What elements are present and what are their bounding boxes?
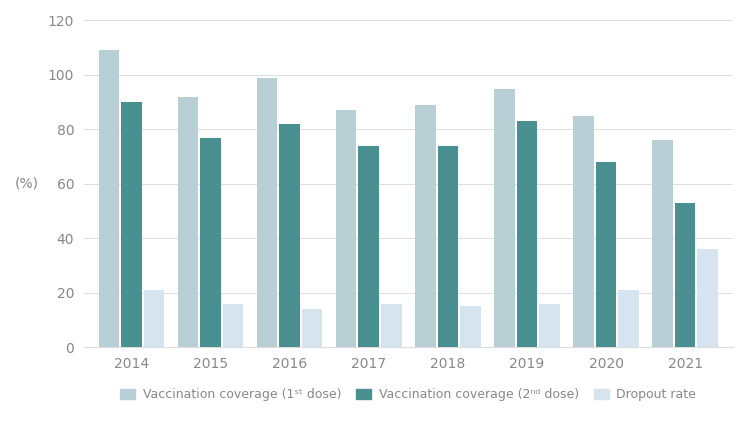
Bar — [223, 304, 243, 347]
Bar — [144, 290, 164, 347]
Bar — [675, 203, 695, 347]
Bar — [573, 116, 594, 347]
Legend: Vaccination coverage (1ˢᵗ dose), Vaccination coverage (2ⁿᵈ dose), Dropout rate: Vaccination coverage (1ˢᵗ dose), Vaccina… — [116, 383, 701, 406]
Bar — [279, 124, 300, 347]
Bar — [415, 105, 436, 347]
Bar — [494, 89, 514, 347]
Bar — [381, 304, 401, 347]
Bar — [652, 140, 673, 347]
Bar — [302, 309, 322, 347]
Bar — [358, 146, 379, 347]
Bar — [618, 290, 639, 347]
Bar — [460, 306, 481, 347]
Bar — [336, 110, 356, 347]
Bar — [517, 121, 537, 347]
Bar — [256, 78, 278, 347]
Bar — [596, 162, 616, 347]
Bar — [200, 138, 220, 347]
Y-axis label: (%): (%) — [15, 177, 39, 191]
Bar — [539, 304, 560, 347]
Bar — [437, 146, 458, 347]
Bar — [698, 249, 718, 347]
Bar — [178, 97, 198, 347]
Bar — [98, 51, 119, 347]
Bar — [121, 102, 142, 347]
